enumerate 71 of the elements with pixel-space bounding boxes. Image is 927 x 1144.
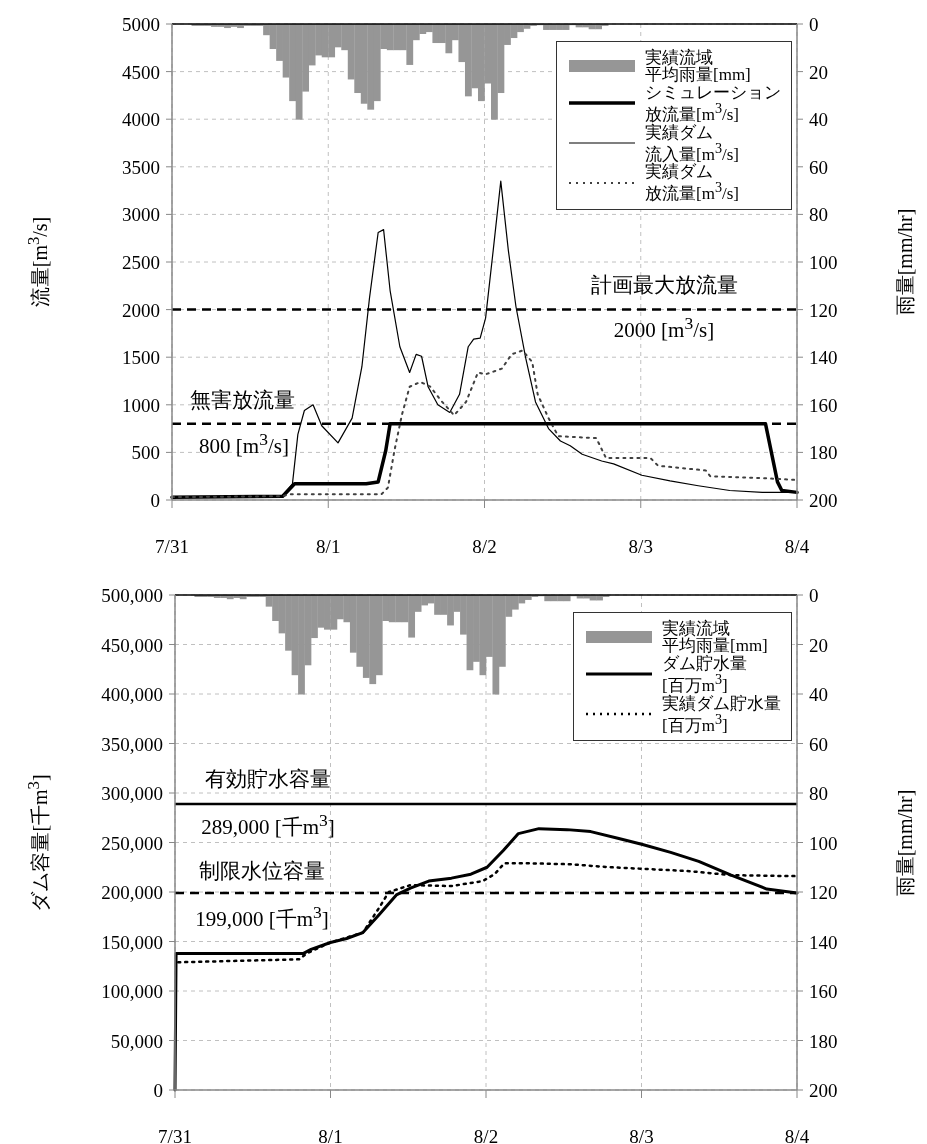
- y-tick-label: 2500: [122, 251, 160, 273]
- legend-label: 実績ダム放流量[m$^{3}$/s]: [645, 162, 739, 203]
- annotation: 199,000 [千m$^{3}$]: [195, 902, 329, 931]
- y2-tick-label: 60: [809, 156, 828, 178]
- y2-tick-label: 40: [809, 683, 828, 705]
- y-tick-label: 2000: [122, 299, 160, 321]
- y-tick-label: 350,000: [101, 733, 163, 754]
- annotation: 有効貯水容量: [205, 766, 331, 791]
- y2-tick-label: 80: [809, 782, 828, 804]
- y-tick-label: 200,000: [101, 881, 163, 903]
- y2-tick-label: 120: [809, 299, 838, 321]
- y-tick-label: 50,000: [110, 1030, 163, 1051]
- annotation: 2000 [m$^{3}$/s]: [613, 313, 715, 342]
- annotation: 無害放流量: [189, 387, 295, 412]
- y-tick-label: 0: [150, 489, 160, 511]
- y-tick-label: 1000: [122, 394, 160, 416]
- x-tick-label: 8/2: [472, 535, 497, 557]
- y2-tick-label: 100: [809, 832, 838, 853]
- y-tick-label: 150,000: [101, 931, 163, 952]
- y-tick-label: 1500: [122, 346, 160, 368]
- y2-tick-label: 0: [809, 584, 819, 606]
- y-tick-label: 5000: [122, 13, 160, 35]
- y2-tick-label: 100: [809, 251, 838, 273]
- y-tick-label: 0: [153, 1079, 163, 1101]
- x-tick-label: 8/4: [784, 1125, 810, 1144]
- y2-tick-label: 40: [809, 108, 828, 130]
- y2-tick-label: 60: [809, 733, 828, 754]
- y-tick-label: 300,000: [101, 782, 163, 804]
- y-tick-label: 4000: [122, 108, 160, 130]
- y2-tick-label: 200: [809, 1079, 838, 1101]
- y-tick-label: 250,000: [101, 832, 163, 853]
- y2-tick-label: 20: [809, 634, 828, 655]
- y-tick-label: 500: [131, 441, 160, 463]
- x-tick-label: 8/3: [629, 1125, 654, 1144]
- y-tick-label: 4500: [122, 61, 160, 83]
- y2-tick-label: 200: [809, 489, 838, 511]
- y-tick-label: 3500: [122, 156, 160, 178]
- annotation: 800 [m$^{3}$/s]: [199, 429, 289, 458]
- y2-tick-label: 160: [809, 980, 838, 1002]
- y-tick-label: 450,000: [101, 634, 163, 655]
- y2-tick-label: 180: [809, 1030, 838, 1051]
- x-tick-label: 8/3: [628, 535, 653, 557]
- x-tick-label: 8/1: [316, 535, 341, 557]
- legend-label: 実績ダム流入量[m$^{3}$/s]: [645, 122, 739, 164]
- y-tick-label: 100,000: [101, 980, 163, 1002]
- x-tick-label: 8/4: [784, 535, 810, 557]
- legend-label: ダム貯水量[百万m$^{3}$]: [662, 654, 747, 695]
- y2-tick-label: 120: [809, 881, 838, 903]
- y2-tick-label: 80: [809, 203, 828, 225]
- y2-tick-label: 180: [809, 441, 838, 463]
- y2-tick-label: 20: [809, 61, 828, 83]
- annotation: 制限水位容量: [199, 858, 325, 883]
- y2-axis-title: 雨量[mm/hr]: [894, 208, 916, 316]
- y-tick-label: 3000: [122, 203, 160, 225]
- y2-tick-label: 160: [809, 394, 838, 416]
- y2-axis-title: 雨量[mm/hr]: [894, 789, 916, 896]
- legend-label: シミュレーション放流量[m$^{3}$/s]: [645, 83, 781, 124]
- y-tick-label: 500,000: [101, 584, 163, 606]
- legend-label: 実績ダム貯水量[百万m$^{3}$]: [662, 693, 781, 735]
- x-tick-label: 8/1: [318, 1125, 343, 1144]
- x-tick-label: 7/31: [158, 1125, 192, 1144]
- x-tick-label: 8/2: [473, 1125, 499, 1144]
- legend-label: 実績流域平均雨量[mm]: [645, 48, 751, 84]
- y2-tick-label: 140: [809, 346, 838, 368]
- annotation: 289,000 [千m$^{3}$]: [201, 810, 335, 839]
- annotation: 計画最大放流量: [590, 272, 738, 297]
- x-tick-label: 7/31: [155, 535, 189, 557]
- y-tick-label: 400,000: [101, 683, 163, 705]
- legend-label: 実績流域平均雨量[mm]: [662, 619, 768, 655]
- y2-tick-label: 0: [809, 13, 819, 35]
- y2-tick-label: 140: [809, 931, 838, 952]
